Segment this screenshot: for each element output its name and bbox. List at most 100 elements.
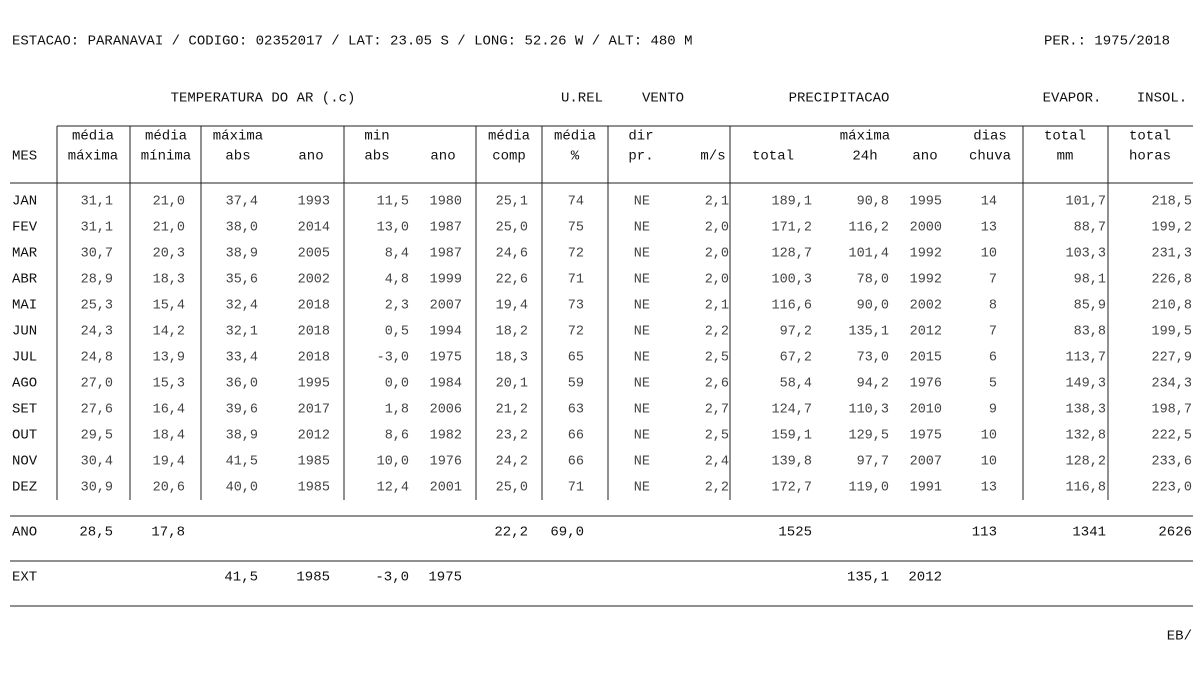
cell: 110,3	[848, 403, 889, 418]
cell: 129,5	[848, 429, 889, 444]
column-header: comp	[492, 149, 526, 165]
row-label: ANO	[12, 525, 37, 541]
period: PER.: 1975/2018	[1044, 34, 1170, 50]
summary-cell: -3,0	[375, 570, 409, 586]
cell: 27,6	[81, 403, 113, 418]
cell: NE	[634, 429, 650, 444]
cell: 1992	[910, 247, 942, 262]
cell: 2018	[298, 325, 330, 340]
cell: 2005	[298, 247, 330, 262]
cell: 234,3	[1151, 377, 1192, 392]
column-header: máxima	[68, 149, 118, 165]
cell: 159,1	[771, 429, 812, 444]
summary-cell: 1341	[1072, 525, 1106, 541]
cell: 1991	[910, 481, 942, 496]
cell: 25,1	[496, 195, 528, 210]
cell: 21,0	[153, 221, 185, 236]
cell: 85,9	[1074, 299, 1106, 314]
cell: 2006	[430, 403, 462, 418]
column-header: horas	[1129, 149, 1171, 165]
column-header: ano	[430, 149, 455, 165]
column-header: máxima	[840, 129, 890, 145]
column-header: mm	[1057, 149, 1074, 165]
cell: 32,4	[226, 299, 258, 314]
cell: 90,0	[857, 299, 889, 314]
cell: 223,0	[1151, 481, 1192, 496]
cell: 41,5	[226, 455, 258, 470]
cell: 13,0	[377, 221, 409, 236]
cell: 31,1	[81, 221, 113, 236]
cell: 38,9	[226, 247, 258, 262]
cell: 116,8	[1065, 481, 1106, 496]
cell: 2,0	[705, 247, 729, 262]
cell: 2,3	[385, 299, 409, 314]
group-title: TEMPERATURA DO AR (.c)	[171, 91, 356, 107]
column-header: abs	[364, 149, 389, 165]
row-label: MAR	[12, 246, 38, 262]
summary-cell: 28,5	[79, 525, 113, 541]
cell: 2007	[910, 455, 942, 470]
cell: 138,3	[1065, 403, 1106, 418]
summary-cell: 1985	[296, 570, 330, 586]
cell: 2015	[910, 351, 942, 366]
cell: 2012	[298, 429, 330, 444]
cell: 116,6	[771, 299, 812, 314]
cell: 66	[568, 455, 584, 470]
cell: 2,7	[705, 403, 729, 418]
cell: 103,3	[1065, 247, 1106, 262]
cell: 4,8	[385, 273, 409, 288]
group-title: PRECIPITACAO	[789, 91, 890, 107]
cell: 14,2	[153, 325, 185, 340]
cell: 28,9	[81, 273, 113, 288]
cell: 71	[568, 481, 584, 496]
column-header: m/s	[700, 149, 725, 165]
cell: 18,3	[496, 351, 528, 366]
column-header: média	[72, 129, 114, 145]
cell: 74	[568, 195, 584, 210]
cell: 1,8	[385, 403, 409, 418]
cell: 139,8	[771, 455, 812, 470]
cell: 1976	[430, 455, 462, 470]
cell: NE	[634, 377, 650, 392]
summary-cell: 135,1	[847, 570, 889, 586]
cell: 1982	[430, 429, 462, 444]
column-header: total	[1129, 129, 1171, 145]
cell: NE	[634, 299, 650, 314]
summary-cell: 17,8	[151, 525, 185, 541]
cell: 72	[568, 247, 584, 262]
cell: 38,0	[226, 221, 258, 236]
cell: 25,0	[496, 481, 528, 496]
cell: 23,2	[496, 429, 528, 444]
cell: 7	[989, 325, 997, 340]
cell: 30,7	[81, 247, 113, 262]
cell: NE	[634, 221, 650, 236]
cell: 97,2	[780, 325, 812, 340]
cell: 13,9	[153, 351, 185, 366]
cell: 7	[989, 273, 997, 288]
cell: 12,4	[377, 481, 409, 496]
cell: 2,4	[705, 455, 729, 470]
cell: 2001	[430, 481, 462, 496]
cell: 2010	[910, 403, 942, 418]
column-header: média	[145, 129, 187, 145]
cell: 27,0	[81, 377, 113, 392]
cell: 222,5	[1151, 429, 1192, 444]
cell: 1992	[910, 273, 942, 288]
cell: 10	[981, 247, 997, 262]
cell: 1975	[430, 351, 462, 366]
column-header: MES	[12, 149, 37, 165]
cell: 38,9	[226, 429, 258, 444]
cell: 98,1	[1074, 273, 1106, 288]
cell: 30,9	[81, 481, 113, 496]
column-header: média	[488, 129, 530, 145]
cell: 189,1	[771, 195, 812, 210]
cell: 1985	[298, 481, 330, 496]
station-info: ESTACAO: PARANAVAI / CODIGO: 02352017 / …	[12, 34, 693, 50]
cell: 25,0	[496, 221, 528, 236]
cell: NE	[634, 195, 650, 210]
cell: 1994	[430, 325, 462, 340]
cell: 83,8	[1074, 325, 1106, 340]
cell: 132,8	[1065, 429, 1106, 444]
cell: 2,6	[705, 377, 729, 392]
